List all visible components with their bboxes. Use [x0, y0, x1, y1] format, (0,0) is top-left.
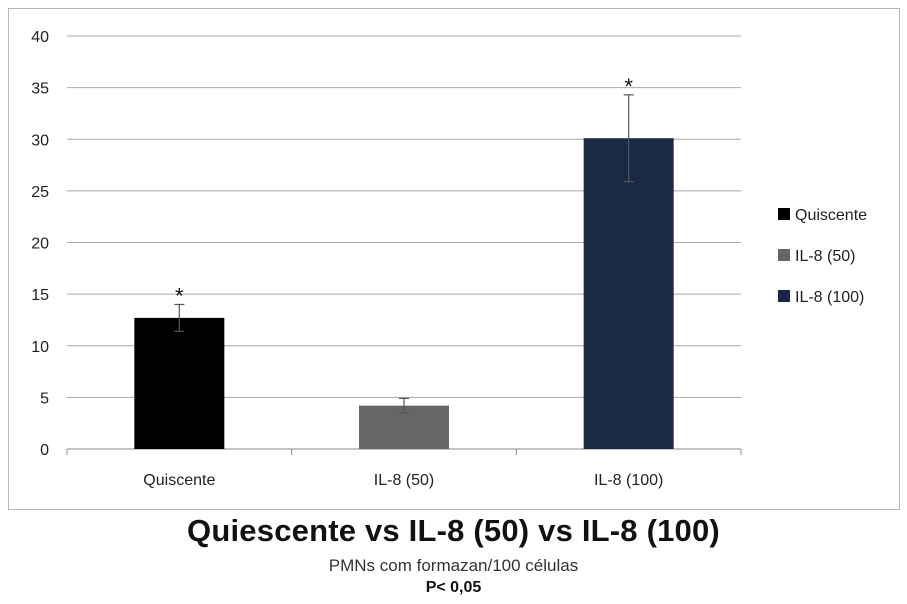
p-value-label: P< 0,05: [425, 579, 482, 596]
legend-label: IL-8 (50): [795, 248, 855, 265]
y-tick-label: 20: [31, 236, 49, 253]
y-tick-label: 40: [31, 29, 49, 46]
legend-swatch: [778, 249, 790, 261]
y-tick-label: 10: [31, 339, 49, 356]
significance-marker: *: [624, 74, 633, 99]
x-tick-label: IL-8 (100): [594, 472, 663, 489]
y-tick-label: 5: [40, 390, 49, 407]
bar-il-8-100: [583, 138, 674, 449]
y-tick-label: 15: [31, 287, 49, 304]
bar-chart: 0 5 10 15 20 25 30 35 40 * Quiscente IL-8 (50) * IL-8…: [31, 29, 867, 489]
significance-marker: *: [175, 283, 184, 308]
x-tick-label: Quiscente: [143, 472, 215, 489]
chart-subtitle: PMNs com formazan/100 células: [328, 556, 579, 575]
legend-label: IL-8 (100): [795, 289, 864, 306]
y-tick-label: 30: [31, 132, 49, 149]
y-tick-label: 35: [31, 81, 49, 98]
legend-label: Quiscente: [795, 207, 867, 224]
x-tick-label: IL-8 (50): [374, 472, 434, 489]
legend-swatch: [778, 208, 790, 220]
bar-quiscente: [134, 317, 225, 449]
y-tick-label: 25: [31, 184, 49, 201]
y-tick-label: 0: [40, 442, 49, 459]
chart-title: Quiescente vs IL-8 (50) vs IL-8 (100): [187, 513, 720, 548]
chart-frame: 0 5 10 15 20 25 30 35 40 * Quiscente IL-8 (50) * IL-8…: [8, 8, 900, 510]
legend-swatch: [778, 290, 790, 302]
